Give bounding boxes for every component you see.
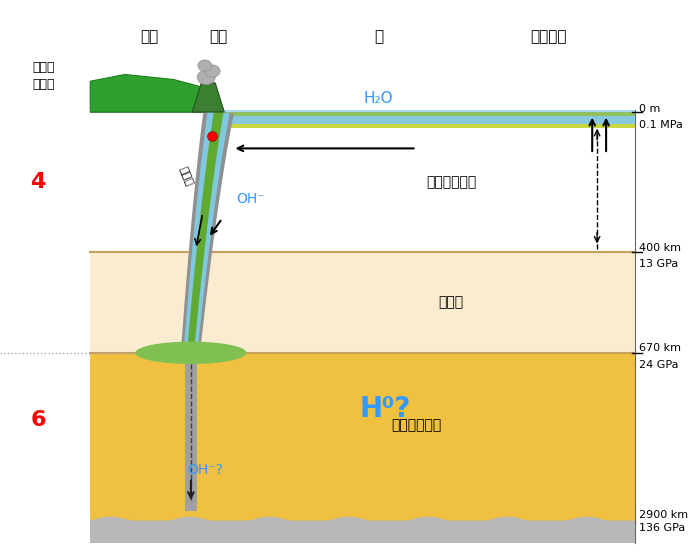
Ellipse shape [135,342,246,364]
Bar [218,112,636,116]
Bar [90,353,636,543]
Text: OH⁻?: OH⁻? [187,464,223,477]
Text: 遷移層: 遷移層 [439,296,464,310]
Polygon shape [184,111,230,348]
Text: 24 GPa: 24 GPa [638,360,678,370]
Bar [218,110,636,128]
Text: 島弧: 島弧 [209,29,228,44]
Text: ケイ素
配位数: ケイ素 配位数 [32,60,55,91]
Bar [218,124,636,128]
Circle shape [197,70,215,85]
Bar [90,521,636,543]
Bar [218,110,636,112]
Text: 6: 6 [30,410,46,430]
Text: 13 GPa: 13 GPa [638,259,678,269]
Text: 4: 4 [31,172,46,192]
Text: 中央海嶺: 中央海嶺 [530,29,567,44]
Text: 上部マントル: 上部マントル [426,175,477,189]
Text: H⁰?: H⁰? [360,395,411,423]
Text: 大陸: 大陸 [140,29,158,44]
Polygon shape [188,111,223,347]
Circle shape [198,60,212,71]
Polygon shape [181,110,234,348]
Bar [90,252,636,353]
Text: 海: 海 [374,29,383,44]
Text: 0 m: 0 m [638,104,660,114]
Polygon shape [90,74,212,112]
Text: 0.1 MPa: 0.1 MPa [638,120,682,130]
Text: 400 km: 400 km [638,242,680,253]
Text: 136 GPa: 136 GPa [638,522,685,533]
Text: 2900 km: 2900 km [638,510,688,520]
Text: 下部マントル: 下部マントル [391,419,442,433]
Text: 670 km: 670 km [638,343,680,353]
Bar [185,364,197,511]
Text: スラブ: スラブ [178,165,195,188]
Bar [90,112,636,252]
Polygon shape [193,83,224,112]
Text: H₂O: H₂O [363,91,393,105]
Circle shape [205,65,220,77]
Text: OH⁻: OH⁻ [236,192,265,206]
